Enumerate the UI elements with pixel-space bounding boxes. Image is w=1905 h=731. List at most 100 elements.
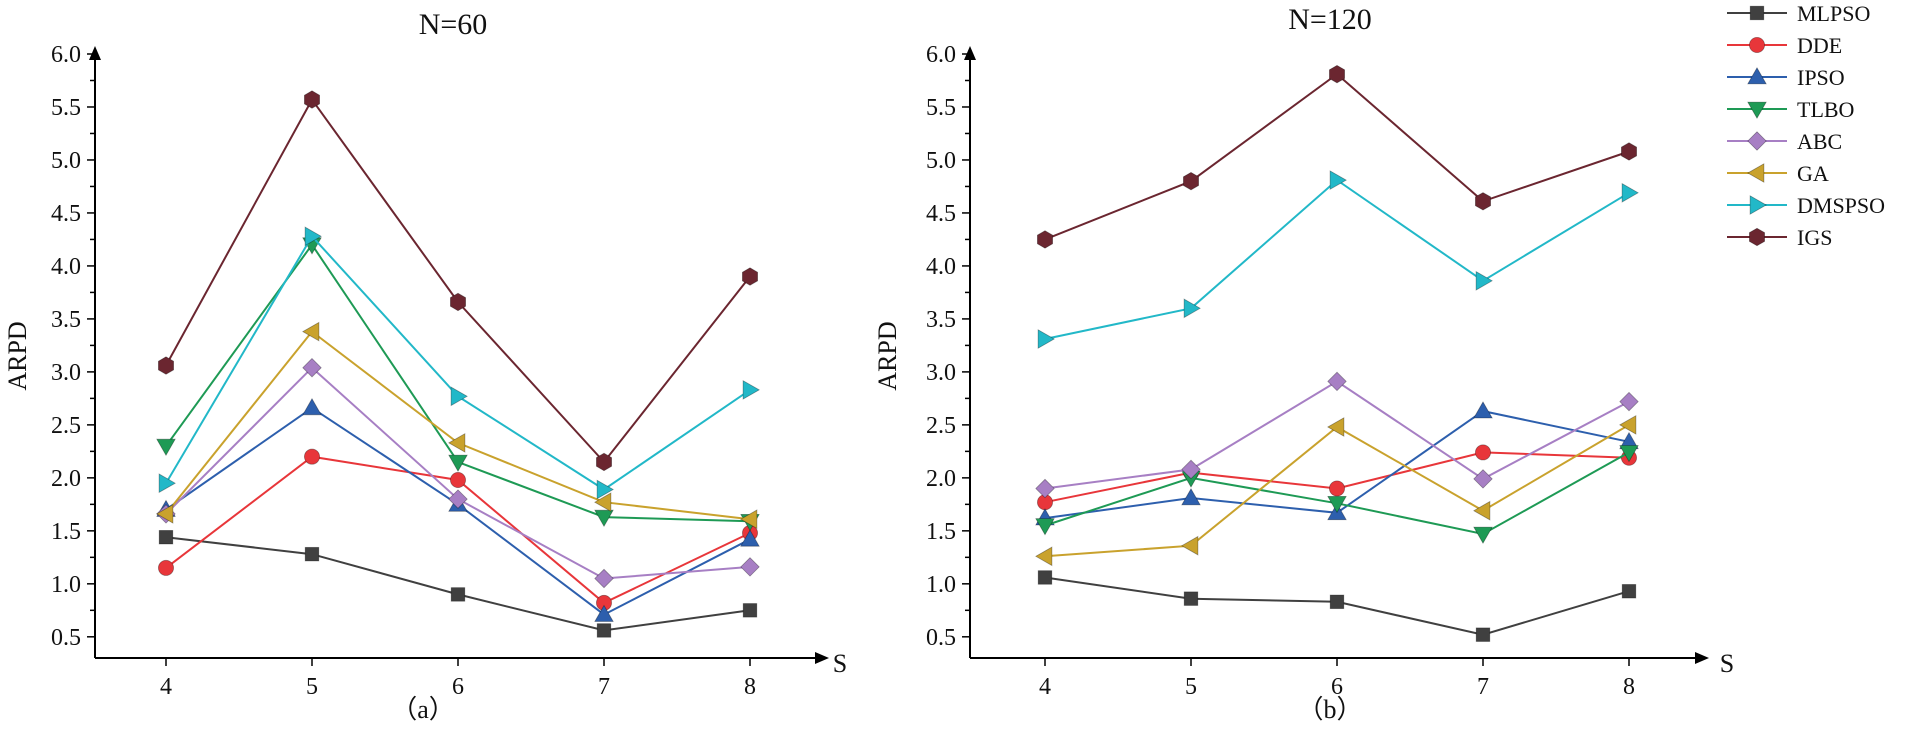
point-abc-a: [302, 357, 322, 378]
point-ga-a: [593, 492, 612, 513]
point-abc-b: [1327, 371, 1347, 392]
y-tick-label-b: 3.0: [926, 360, 956, 386]
series-ga-a: [155, 321, 758, 530]
legend-item-igs: IGS: [1727, 225, 1832, 250]
series-dde-a: [157, 448, 759, 611]
series-mlpso-a: [158, 530, 758, 638]
panel-caption-a: （a）: [391, 695, 455, 724]
legend-item-dde: DDE: [1727, 33, 1842, 58]
y-tick-label-a: 3.5: [51, 307, 81, 333]
legend-label: IPSO: [1797, 65, 1845, 90]
x-tick-label-a: 5: [306, 674, 318, 700]
legend-label: DMSPSO: [1797, 193, 1885, 218]
point-dde-b: [1475, 444, 1492, 461]
point-ga-b: [1180, 535, 1199, 556]
legend-item-ga: GA: [1727, 161, 1829, 186]
x-tick-label-a: 7: [598, 674, 610, 700]
legend-label: MLPSO: [1797, 1, 1870, 26]
legend-item-abc: ABC: [1727, 129, 1842, 154]
y-tick-label-b: 1.0: [926, 572, 956, 598]
point-igs-b: [1329, 64, 1345, 84]
point-mlpso-a: [304, 546, 320, 562]
y-tick-label-a: 4.0: [51, 254, 81, 280]
point-mlpso-a: [742, 603, 758, 618]
y-tick-label-a: 1.0: [51, 572, 81, 598]
point-dmspso-b: [1475, 270, 1494, 291]
y-tick-label-b: 5.0: [926, 148, 956, 174]
x-tick-label-a: 4: [160, 674, 172, 700]
legend-marker: [1747, 101, 1767, 120]
series-dmspso-a: [158, 226, 761, 500]
point-dde-a: [303, 448, 320, 465]
point-ga-b: [1618, 415, 1637, 435]
legend: MLPSO DDE IPSO TLBO ABC GA DMSPSO IGS: [1727, 1, 1885, 250]
legend-marker: [1749, 5, 1765, 21]
series-abc-b: [1035, 371, 1639, 499]
point-ipso-a: [740, 529, 760, 547]
point-ga-b: [1326, 417, 1345, 437]
point-igs-a: [303, 90, 321, 109]
x-axis-label-a: S: [833, 649, 847, 678]
legend-marker: [1749, 37, 1766, 54]
point-ga-a: [739, 509, 758, 530]
legend-item-tlbo: TLBO: [1727, 97, 1854, 122]
x-tick-label-a: 8: [744, 674, 756, 700]
x-tick-label-b: 7: [1477, 674, 1489, 700]
point-abc-b: [1473, 469, 1493, 489]
legend-marker: [1747, 131, 1767, 151]
point-mlpso-b: [1475, 627, 1491, 642]
point-igs-b: [1621, 142, 1637, 161]
point-ipso-a: [594, 604, 614, 622]
panel-caption-b: （b）: [1297, 695, 1362, 724]
point-dde-a: [449, 471, 466, 488]
plot-area-a: 0.5 1.0 1.5 2.0 2.5 3.0 3.5 4.0 4.5 5.0 5.5 6.0 4 5 6 7…: [51, 42, 829, 700]
y-tick-label-b: 5.5: [926, 95, 956, 121]
y-tick-label-b: 3.5: [926, 307, 956, 333]
point-tlbo-b: [1473, 526, 1493, 545]
point-dmspso-a: [450, 386, 469, 407]
point-abc-b: [1181, 459, 1201, 480]
point-tlbo-a: [594, 509, 614, 528]
point-ipso-b: [1181, 487, 1201, 506]
point-ipso-b: [1473, 401, 1493, 419]
y-tick-label-b: 2.5: [926, 413, 956, 439]
point-dmspso-b: [1621, 182, 1640, 203]
chart-title-a: N=60: [419, 8, 488, 41]
legend-marker: [1749, 227, 1765, 247]
point-dmspso-a: [742, 380, 761, 400]
point-mlpso-b: [1037, 570, 1053, 585]
y-tick-label-a: 5.0: [51, 148, 81, 174]
point-ga-b: [1472, 500, 1491, 521]
point-abc-a: [740, 557, 760, 577]
y-tick-label-b: 4.0: [926, 254, 956, 280]
series-mlpso-b: [1037, 570, 1637, 642]
point-igs-b: [1183, 171, 1199, 191]
series-tlbo-b: [1035, 445, 1639, 545]
y-axis-arrow-b: [964, 46, 976, 60]
series-ga-b: [1034, 415, 1637, 567]
series-abc-a: [156, 357, 760, 589]
series-dmspso-b: [1037, 170, 1640, 349]
legend-marker: [1747, 66, 1767, 85]
point-ga-a: [301, 321, 320, 342]
legend-item-dmspso: DMSPSO: [1727, 193, 1885, 218]
point-dmspso-b: [1329, 170, 1348, 190]
point-igs-a: [157, 356, 175, 375]
point-dmspso-b: [1183, 298, 1202, 319]
point-mlpso-a: [158, 530, 174, 545]
legend-label: ABC: [1797, 129, 1842, 154]
point-abc-a: [594, 568, 614, 589]
point-igs-b: [1475, 192, 1491, 211]
legend-label: TLBO: [1797, 97, 1854, 122]
point-dmspso-a: [304, 226, 323, 247]
plot-area-b: 0.5 1.0 1.5 2.0 2.5 3.0 3.5 4.0 4.5 5.0 5.5 6.0 4 5 6 7…: [926, 42, 1709, 700]
point-tlbo-b: [1035, 518, 1055, 536]
point-ipso-a: [302, 397, 322, 416]
point-dmspso-b: [1037, 329, 1056, 349]
point-igs-a: [742, 267, 758, 286]
legend-label: DDE: [1797, 33, 1842, 58]
point-dde-a: [157, 559, 174, 576]
y-tick-label-b: 0.5: [926, 625, 956, 651]
y-tick-label-b: 2.0: [926, 466, 956, 492]
point-igs-a: [449, 292, 467, 312]
